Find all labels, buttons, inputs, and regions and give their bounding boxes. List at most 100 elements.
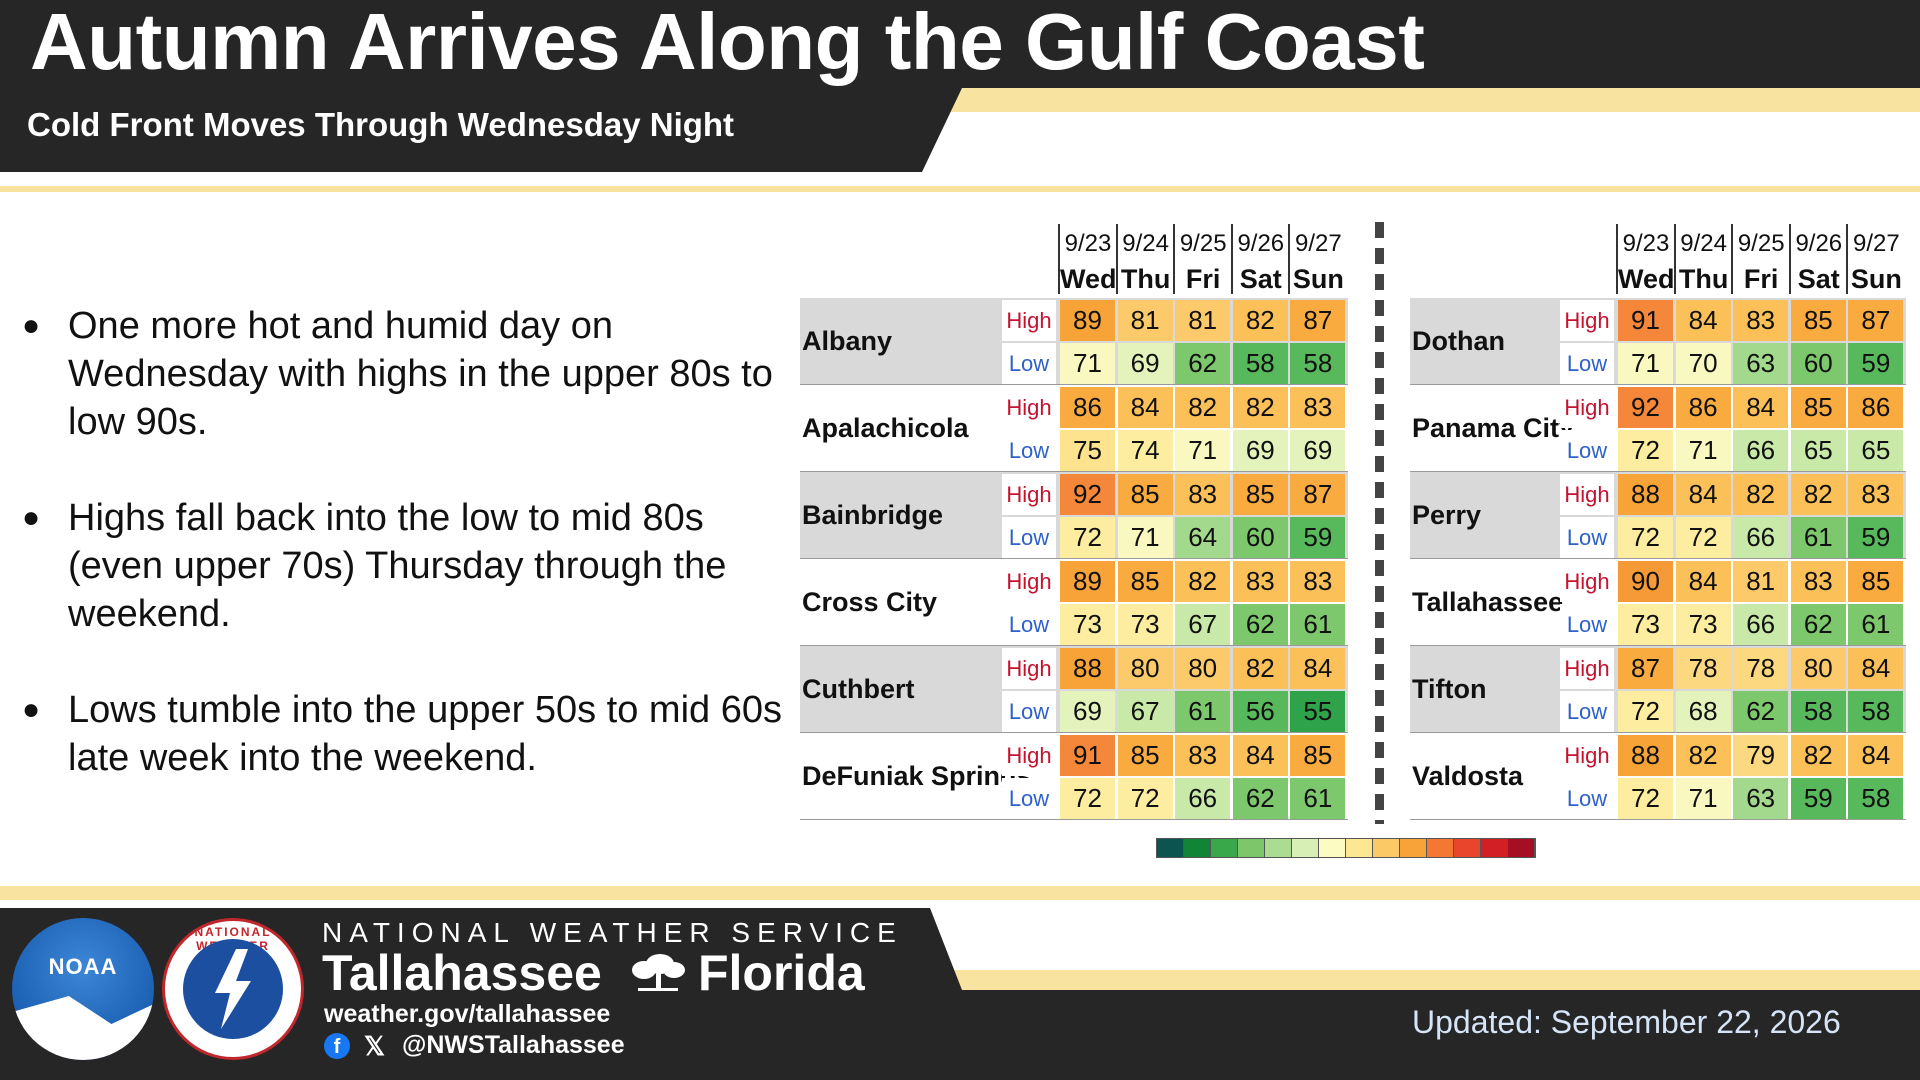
high-temp-cell: 81 <box>1117 300 1173 341</box>
low-temp-cell: 58 <box>1790 691 1846 732</box>
low-temp-cell: 70 <box>1675 343 1731 384</box>
header-date: 9/23 <box>1622 230 1670 257</box>
header-date: 9/27 <box>1295 230 1342 257</box>
low-temp-cell: 71 <box>1117 517 1173 558</box>
header-divider <box>1173 224 1176 294</box>
footer-bar-tab <box>0 908 962 990</box>
low-label: Low <box>1560 691 1614 732</box>
low-temp-cell: 67 <box>1117 691 1173 732</box>
website-link[interactable]: weather.gov/tallahassee <box>324 1000 611 1028</box>
low-temp-cell: 72 <box>1060 517 1115 558</box>
low-temp-cell: 71 <box>1675 778 1731 819</box>
city-name: Apalachicola <box>802 413 969 443</box>
header-day: Sat <box>1797 264 1840 294</box>
high-temp-cell: 82 <box>1175 561 1231 602</box>
office-state: Florida <box>698 945 865 1001</box>
header-divider <box>1731 224 1734 294</box>
city-name: Tallahassee <box>1412 587 1564 617</box>
header-day: Sun <box>1292 264 1344 294</box>
high-temp-cell: 87 <box>1290 300 1346 341</box>
low-temp-cell: 61 <box>1290 604 1346 645</box>
legend-swatch <box>1292 839 1319 857</box>
low-temp-cell: 58 <box>1290 343 1346 384</box>
legend-swatch <box>1481 839 1508 857</box>
low-temp-cell: 66 <box>1175 778 1231 819</box>
page-subtitle: Cold Front Moves Through Wednesday Night <box>27 106 735 143</box>
header-bar-tab <box>0 88 962 172</box>
high-temp-cell: 88 <box>1618 735 1673 776</box>
low-label: Low <box>1560 517 1614 558</box>
bullet-dot: ● <box>22 501 41 534</box>
high-temp-cell: 84 <box>1675 300 1731 341</box>
high-label: High <box>1002 735 1056 776</box>
legend-swatch <box>1184 839 1211 857</box>
high-temp-cell: 90 <box>1618 561 1673 602</box>
low-label: Low <box>1560 430 1614 471</box>
bullet-text: One more hot and humid day on Wednesday … <box>68 305 773 443</box>
high-temp-cell: 91 <box>1060 735 1115 776</box>
x-icon[interactable]: 𝕏 <box>364 1031 385 1061</box>
high-temp-cell: 86 <box>1060 387 1115 428</box>
high-temp-cell: 88 <box>1618 474 1673 515</box>
page-title: Autumn Arrives Along the Gulf Coast <box>30 0 1425 86</box>
high-temp-cell: 83 <box>1175 735 1231 776</box>
nws-logo-emblem <box>183 939 283 1039</box>
bullet-dot: ● <box>22 693 41 726</box>
header-divider <box>1058 224 1060 294</box>
low-temp-cell: 65 <box>1790 430 1846 471</box>
bullet-dot: ● <box>22 309 41 342</box>
low-temp-cell: 72 <box>1618 430 1673 471</box>
low-temp-cell: 63 <box>1733 778 1789 819</box>
high-temp-cell: 82 <box>1232 648 1288 689</box>
low-temp-cell: 60 <box>1232 517 1288 558</box>
low-label: Low <box>1002 604 1056 645</box>
high-temp-cell: 85 <box>1848 561 1904 602</box>
low-label: Low <box>1002 343 1056 384</box>
footer-bar <box>0 990 1920 1080</box>
low-temp-cell: 71 <box>1675 430 1731 471</box>
low-temp-cell: 71 <box>1060 343 1115 384</box>
low-temp-cell: 66 <box>1733 517 1789 558</box>
facebook-icon[interactable]: f <box>324 1033 350 1059</box>
low-temp-cell: 61 <box>1290 778 1346 819</box>
high-temp-cell: 83 <box>1290 387 1346 428</box>
header-date: 9/25 <box>1179 230 1227 257</box>
low-temp-cell: 72 <box>1675 517 1731 558</box>
city-name: Dothan <box>1412 326 1505 356</box>
high-temp-cell: 80 <box>1117 648 1173 689</box>
low-temp-cell: 71 <box>1175 430 1231 471</box>
header-day: Fri <box>1743 264 1779 294</box>
legend-swatch <box>1427 839 1454 857</box>
high-temp-cell: 84 <box>1675 561 1731 602</box>
low-temp-cell: 71 <box>1618 343 1673 384</box>
high-temp-cell: 86 <box>1848 387 1904 428</box>
high-label: High <box>1560 561 1614 602</box>
high-label: High <box>1560 474 1614 515</box>
legend-swatch <box>1373 839 1400 857</box>
social-handle[interactable]: @NWSTallahassee <box>402 1031 625 1059</box>
high-temp-cell: 78 <box>1675 648 1731 689</box>
header-day: Thu <box>1120 264 1171 294</box>
city-name: Tifton <box>1412 674 1487 704</box>
low-temp-cell: 69 <box>1060 691 1115 732</box>
header-date: 9/26 <box>1237 230 1285 257</box>
high-temp-cell: 84 <box>1117 387 1173 428</box>
live-oak-tree-icon <box>632 954 685 991</box>
office-city: Tallahassee <box>322 945 602 1001</box>
high-temp-cell: 83 <box>1790 561 1846 602</box>
high-temp-cell: 85 <box>1117 561 1173 602</box>
high-label: High <box>1002 648 1056 689</box>
high-temp-cell: 82 <box>1232 387 1288 428</box>
low-temp-cell: 59 <box>1290 517 1346 558</box>
high-temp-cell: 84 <box>1232 735 1288 776</box>
high-label: High <box>1560 300 1614 341</box>
low-temp-cell: 72 <box>1618 691 1673 732</box>
high-temp-cell: 87 <box>1618 648 1673 689</box>
noaa-logo-text: NOAA <box>48 954 118 979</box>
high-temp-cell: 87 <box>1290 474 1346 515</box>
low-temp-cell: 58 <box>1848 778 1904 819</box>
low-label: Low <box>1560 778 1614 819</box>
legend-swatch <box>1400 839 1427 857</box>
high-temp-cell: 92 <box>1618 387 1673 428</box>
high-temp-cell: 81 <box>1733 561 1789 602</box>
